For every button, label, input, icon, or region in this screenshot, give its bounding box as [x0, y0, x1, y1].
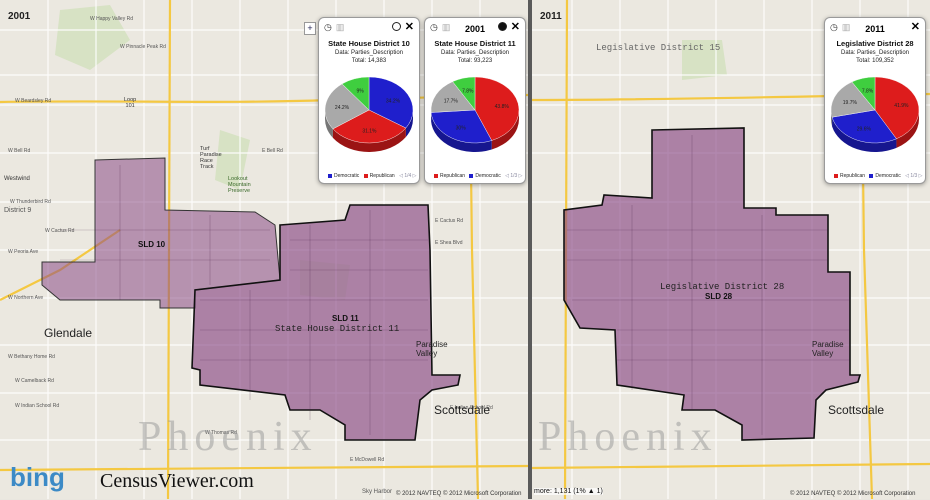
- road-label: W Happy Valley Rd: [90, 16, 133, 22]
- road-label: W Indian School Rd: [15, 403, 59, 409]
- district-label-sld10: SLD 10: [138, 240, 165, 249]
- close-icon[interactable]: ✕: [911, 20, 920, 33]
- bing-logo: bing: [10, 462, 65, 492]
- legend-item: Republican: [440, 173, 465, 179]
- district-name-ld28: Legislative District 28: [660, 282, 784, 292]
- city-label-paradise-valley-2011: Paradise Valley: [812, 340, 844, 358]
- pager[interactable]: ◁ 1/3 ▷: [505, 173, 522, 179]
- pie-slice-label: 24.2%: [335, 105, 350, 111]
- close-icon[interactable]: ✕: [511, 20, 520, 33]
- radio-filled-icon[interactable]: [498, 22, 507, 31]
- pie-slice-label: 34.2%: [386, 98, 401, 104]
- airport-label: Sky Harbor: [362, 489, 392, 495]
- road-label: E Shea Blvd: [435, 240, 463, 246]
- pie-slice-label: 29.6%: [857, 127, 872, 133]
- road-label: W Thunderbird Rd: [10, 199, 51, 205]
- city-label-phoenix: Phoenix: [138, 413, 318, 461]
- bar-chart-icon[interactable]: ▥: [336, 22, 345, 32]
- card-data-line: Data: Parties_Description: [425, 50, 525, 56]
- card-legend: Republican Democratic ◁ 1/3 ▷: [831, 173, 923, 179]
- road-label: E McDowell Rd: [350, 457, 384, 463]
- card-legend: Republican Democratic ◁ 1/3 ▷: [431, 173, 523, 179]
- pie-slice-label: 19.7%: [843, 100, 858, 106]
- district-name-ld15: Legislative District 15: [596, 43, 720, 53]
- city-label-scottsdale: Scottsdale: [434, 403, 490, 417]
- copyright-left: © 2012 NAVTEQ © 2012 Microsoft Corporati…: [396, 491, 521, 497]
- card-legend: Democratic Republican ◁ 1/4 ▷: [325, 173, 417, 179]
- place-label: Turf Paradise Race Track: [200, 146, 222, 170]
- city-label-glendale: Glendale: [44, 326, 92, 340]
- road-label: W Bell Rd: [8, 148, 30, 154]
- pager[interactable]: ◁ 1/3 ▷: [905, 173, 922, 179]
- radio-empty-icon[interactable]: [392, 22, 401, 31]
- road-label: W Bethany Home Rd: [8, 354, 55, 360]
- place-label: Lookout Mountain Preserve: [228, 176, 251, 194]
- legend-item: Democratic: [875, 173, 900, 179]
- card-toolbar: ◷▥: [324, 22, 348, 33]
- legend-item: Republican: [370, 173, 395, 179]
- district-label-sld11: SLD 11: [332, 314, 359, 323]
- pie-slice-label: 17.7%: [444, 99, 459, 105]
- card-total: Total: 14,383: [319, 58, 419, 64]
- road-label: W Peoria Ave: [8, 249, 38, 255]
- pie-card-district-28[interactable]: ◷▥ 2011 ✕ Legislative District 28 Data: …: [824, 17, 926, 184]
- road-label: E Bell Rd: [262, 148, 283, 154]
- card-title: Legislative District 28: [825, 39, 925, 48]
- pie-slice-label: 31.1%: [362, 128, 377, 134]
- pie-slice-label: 7.8%: [862, 88, 874, 94]
- close-icon[interactable]: ✕: [405, 20, 414, 33]
- card-title: State House District 11: [425, 39, 525, 48]
- pager[interactable]: ◁ 1/4 ▷: [399, 173, 416, 179]
- clock-icon[interactable]: ◷: [324, 22, 332, 32]
- card-title: State House District 10: [319, 39, 419, 48]
- pie-slice-label: 41.9%: [894, 103, 909, 109]
- city-label-scottsdale-2011: Scottsdale: [828, 403, 884, 417]
- road-label: W Beardsley Rd: [15, 98, 51, 104]
- pie-card-district-11[interactable]: ◷▥ 2001 ✕ State House District 11 Data: …: [424, 17, 526, 184]
- year-label-left: 2001: [8, 11, 30, 22]
- year-label-right: 2011: [540, 11, 562, 22]
- place-label: Westwind: [4, 176, 30, 182]
- zoom-plus-icon[interactable]: +: [304, 22, 316, 35]
- pie-slice-label: 30%: [456, 125, 467, 131]
- road-label: E Cactus Rd: [435, 218, 463, 224]
- pie-chart: 41.9% 29.6% 19.7% 7.8%: [825, 70, 925, 165]
- place-label: Loop 101: [124, 97, 136, 109]
- pie-card-district-10[interactable]: ◷▥ ✕ State House District 10 Data: Parti…: [318, 17, 420, 184]
- pie-slice-label: 9%: [357, 89, 365, 95]
- district-name-sld11: State House District 11: [275, 324, 399, 334]
- city-label-phoenix-2011: Phoenix: [538, 413, 718, 461]
- card-data-line: Data: Parties_Description: [825, 50, 925, 56]
- city-label-paradise-valley: Paradise Valley: [416, 340, 448, 358]
- legend-item: Democratic: [334, 173, 359, 179]
- card-total: Total: 109,352: [825, 58, 925, 64]
- pie-slice-label: 7.8%: [462, 88, 474, 94]
- road-label: W Camelback Rd: [15, 378, 54, 384]
- road-label: W Cactus Rd: [45, 228, 74, 234]
- pie-chart: 34.2% 31.1% 24.2% 9%: [319, 70, 419, 165]
- more-count-label: more: 1,131 (1% ▲ 1): [534, 488, 603, 495]
- card-data-line: Data: Parties_Description: [319, 50, 419, 56]
- card-total: Total: 93,223: [425, 58, 525, 64]
- legend-item: Republican: [840, 173, 865, 179]
- road-label: W Pinnacle Peak Rd: [120, 44, 166, 50]
- place-label: District 9: [4, 207, 31, 214]
- censusviewer-logo: CensusViewer.com: [100, 470, 254, 500]
- pie-slice-label: 43.8%: [495, 104, 510, 110]
- copyright-right: © 2012 NAVTEQ © 2012 Microsoft Corporati…: [790, 491, 915, 497]
- pie-chart: 43.8% 30% 17.7%7.8%: [425, 70, 525, 165]
- district-label-ld28: SLD 28: [705, 292, 732, 301]
- road-label: W Northern Ave: [8, 295, 43, 301]
- legend-item: Democratic: [475, 173, 500, 179]
